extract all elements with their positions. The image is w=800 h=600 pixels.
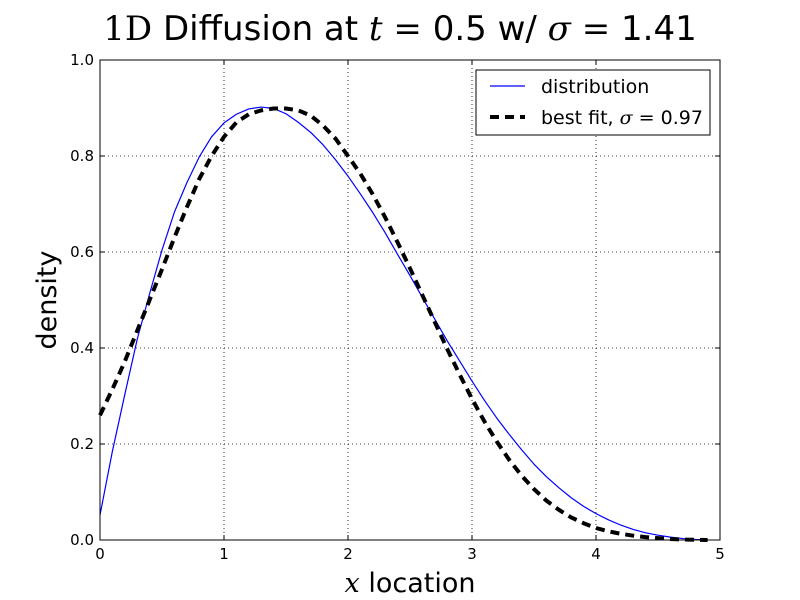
series-lines: [98, 106, 708, 542]
title-value-t: 0.5: [433, 9, 487, 49]
x-tick-label: 4: [591, 545, 601, 563]
legend-label-distribution: distribution: [541, 76, 649, 98]
legend-best-fit-op: =: [639, 107, 655, 129]
grid-lines: [100, 60, 720, 540]
x-tick-label: 2: [343, 545, 353, 563]
x-tick-label: 0: [95, 545, 105, 563]
series-line-distribution: [99, 106, 708, 541]
chart-title: 1D Diffusion at t = 0.5 w/ σ = 1.41: [103, 9, 696, 49]
y-tick-label: 0.2: [70, 435, 94, 453]
y-tick-label: 0.6: [70, 243, 94, 261]
y-tick-label: 0.0: [70, 531, 94, 549]
legend-best-fit-sigma: σ: [620, 107, 634, 129]
title-text-2: w/: [498, 9, 548, 49]
x-tick-label: 5: [715, 545, 725, 563]
legend-best-fit-text: best fit,: [541, 107, 620, 129]
title-math-sigma: σ: [548, 9, 572, 49]
title-value-sigma: 1.41: [621, 9, 697, 49]
title-op-2: =: [582, 9, 611, 49]
x-axis-label-text: location: [368, 568, 475, 599]
title-op-1: =: [393, 9, 422, 49]
title-math-1d: 1D: [103, 9, 152, 49]
legend-box: [475, 69, 711, 136]
legend-label-best-fit: best fit, σ = 0.97: [541, 107, 703, 129]
y-tick-label: 0.8: [70, 147, 94, 165]
plot-frame: [99, 59, 721, 541]
title-math-t: t: [369, 9, 383, 49]
x-axis-label-math: x: [345, 568, 360, 599]
title-text-1: Diffusion at: [163, 9, 369, 49]
axis-ticks: 0 1 2 3 4 5 0.0 0.2 0.4 0.6 0.8 1.0: [70, 51, 725, 563]
x-tick-label: 3: [467, 545, 477, 563]
series-line-best-fit: [98, 106, 708, 542]
x-tick-label: 1: [219, 545, 229, 563]
legend: distribution best fit, σ = 0.97: [475, 69, 711, 136]
y-tick-label: 1.0: [70, 51, 94, 69]
y-tick-label: 0.4: [70, 339, 94, 357]
x-axis-label: x location: [345, 568, 476, 599]
y-axis-label: density: [32, 250, 63, 349]
legend-best-fit-value: 0.97: [661, 107, 703, 129]
